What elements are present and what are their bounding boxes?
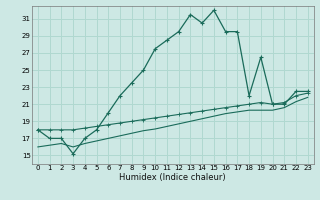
- X-axis label: Humidex (Indice chaleur): Humidex (Indice chaleur): [119, 173, 226, 182]
